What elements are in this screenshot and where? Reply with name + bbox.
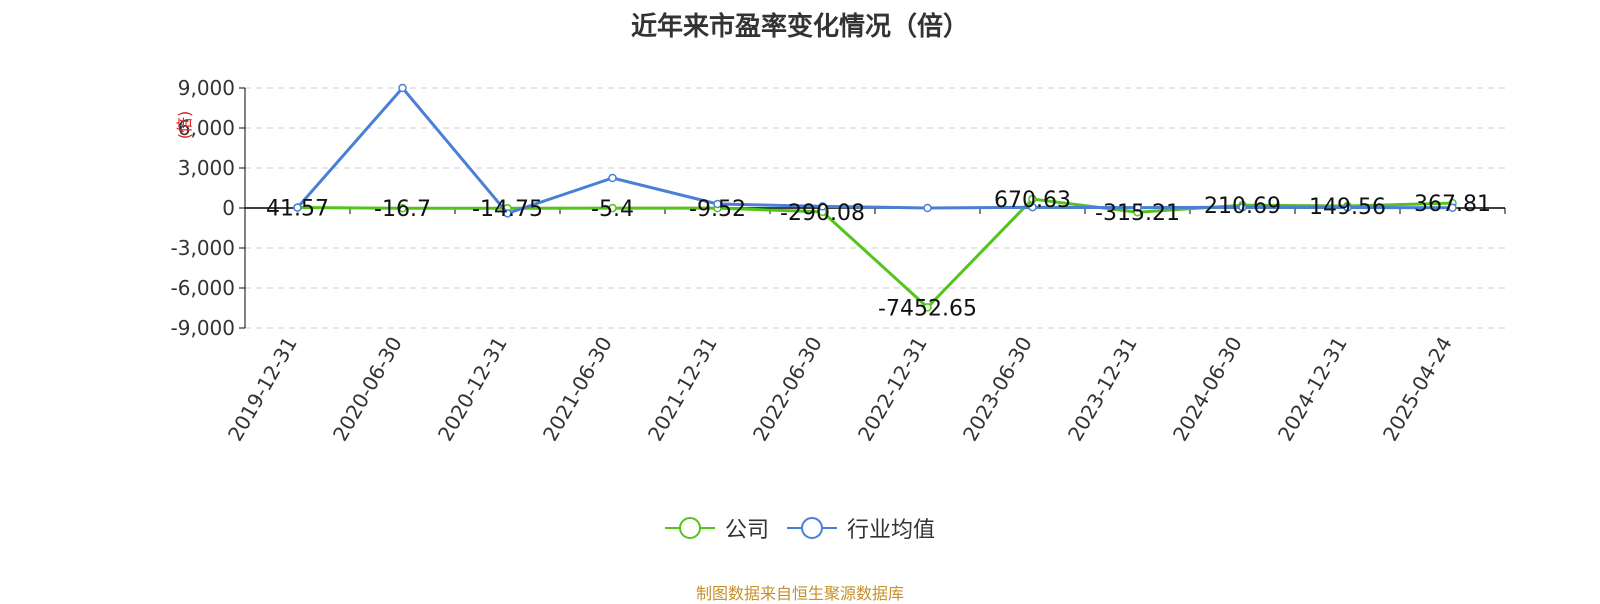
y-tick-label: 3,000 bbox=[178, 156, 235, 180]
data-point-company bbox=[1028, 194, 1037, 204]
x-tick-label: 2020-12-31 bbox=[433, 333, 512, 446]
legend-label-company: 公司 bbox=[724, 518, 769, 543]
data-point-industry bbox=[818, 202, 827, 211]
data-point-industry bbox=[923, 203, 932, 213]
y-tick-label: -9,000 bbox=[171, 316, 235, 340]
x-tick-label: 2023-06-30 bbox=[958, 333, 1037, 446]
data-point-company bbox=[398, 203, 407, 213]
data-label-company: 367.81 bbox=[1414, 192, 1491, 217]
data-label-company: -9.52 bbox=[689, 197, 746, 222]
y-tick-label: 9,000 bbox=[178, 76, 235, 100]
x-tick-label: 2025-04-24 bbox=[1378, 333, 1457, 446]
data-label-company: -14.75 bbox=[472, 197, 543, 222]
x-tick-label: 2023-12-31 bbox=[1063, 333, 1142, 446]
legend-item-company[interactable]: 公司 bbox=[664, 512, 769, 544]
x-tick-label: 2021-06-30 bbox=[538, 333, 617, 446]
data-point-company bbox=[923, 303, 932, 312]
x-tick-label: 2020-06-30 bbox=[328, 333, 407, 446]
legend-swatch-company-icon bbox=[664, 517, 715, 539]
data-point-industry bbox=[1343, 203, 1352, 212]
legend-item-industry[interactable]: 行业均值 bbox=[787, 512, 935, 544]
x-tick-label: 2022-06-30 bbox=[748, 333, 827, 446]
data-point-industry bbox=[1133, 203, 1142, 212]
data-point-industry bbox=[1448, 203, 1457, 212]
legend: 公司 行业均值 bbox=[0, 512, 1600, 544]
chart-title: 近年来市盈率变化情况（倍） bbox=[630, 12, 969, 42]
x-tick-label: 2022-12-31 bbox=[853, 333, 932, 446]
y-tick-label: -6,000 bbox=[171, 276, 235, 300]
legend-label-industry: 行业均值 bbox=[847, 518, 936, 543]
data-label-company: 670.63 bbox=[994, 188, 1071, 213]
data-label-company: -290.08 bbox=[780, 201, 865, 226]
data-point-industry bbox=[1238, 202, 1247, 212]
data-label-company: 149.56 bbox=[1309, 195, 1386, 220]
data-point-industry bbox=[503, 209, 512, 218]
series-line-industry bbox=[296, 86, 1453, 215]
x-tick-label: 2024-06-30 bbox=[1168, 333, 1247, 446]
x-tick-label: 2019-12-31 bbox=[223, 333, 302, 446]
data-point-company bbox=[608, 203, 617, 213]
legend-swatch-industry-icon bbox=[787, 517, 837, 539]
data-label-company: -315.21 bbox=[1095, 201, 1180, 226]
data-point-industry bbox=[398, 83, 407, 93]
source-note: 制图数据来自恒生聚源数据库 bbox=[695, 584, 904, 603]
y-axis-label: (倍) bbox=[175, 111, 194, 140]
data-label-company: 41.57 bbox=[266, 196, 329, 221]
data-point-industry bbox=[713, 199, 722, 209]
data-label-company: -16.7 bbox=[374, 197, 431, 222]
y-tick-label: 6,000 bbox=[178, 116, 235, 140]
data-point-industry bbox=[608, 173, 617, 183]
data-label-company: -5.4 bbox=[591, 197, 634, 222]
data-label-company: 210.69 bbox=[1204, 194, 1281, 219]
data-label-company: -7452.65 bbox=[878, 296, 977, 321]
x-tick-label: 2021-12-31 bbox=[643, 333, 722, 446]
series-line-company bbox=[297, 197, 1453, 309]
data-point-industry bbox=[293, 203, 302, 212]
data-point-industry bbox=[1028, 202, 1037, 212]
x-tick-label: 2024-12-31 bbox=[1273, 333, 1352, 446]
y-tick-label: 0 bbox=[222, 196, 235, 220]
y-tick-label: -3,000 bbox=[171, 236, 235, 260]
